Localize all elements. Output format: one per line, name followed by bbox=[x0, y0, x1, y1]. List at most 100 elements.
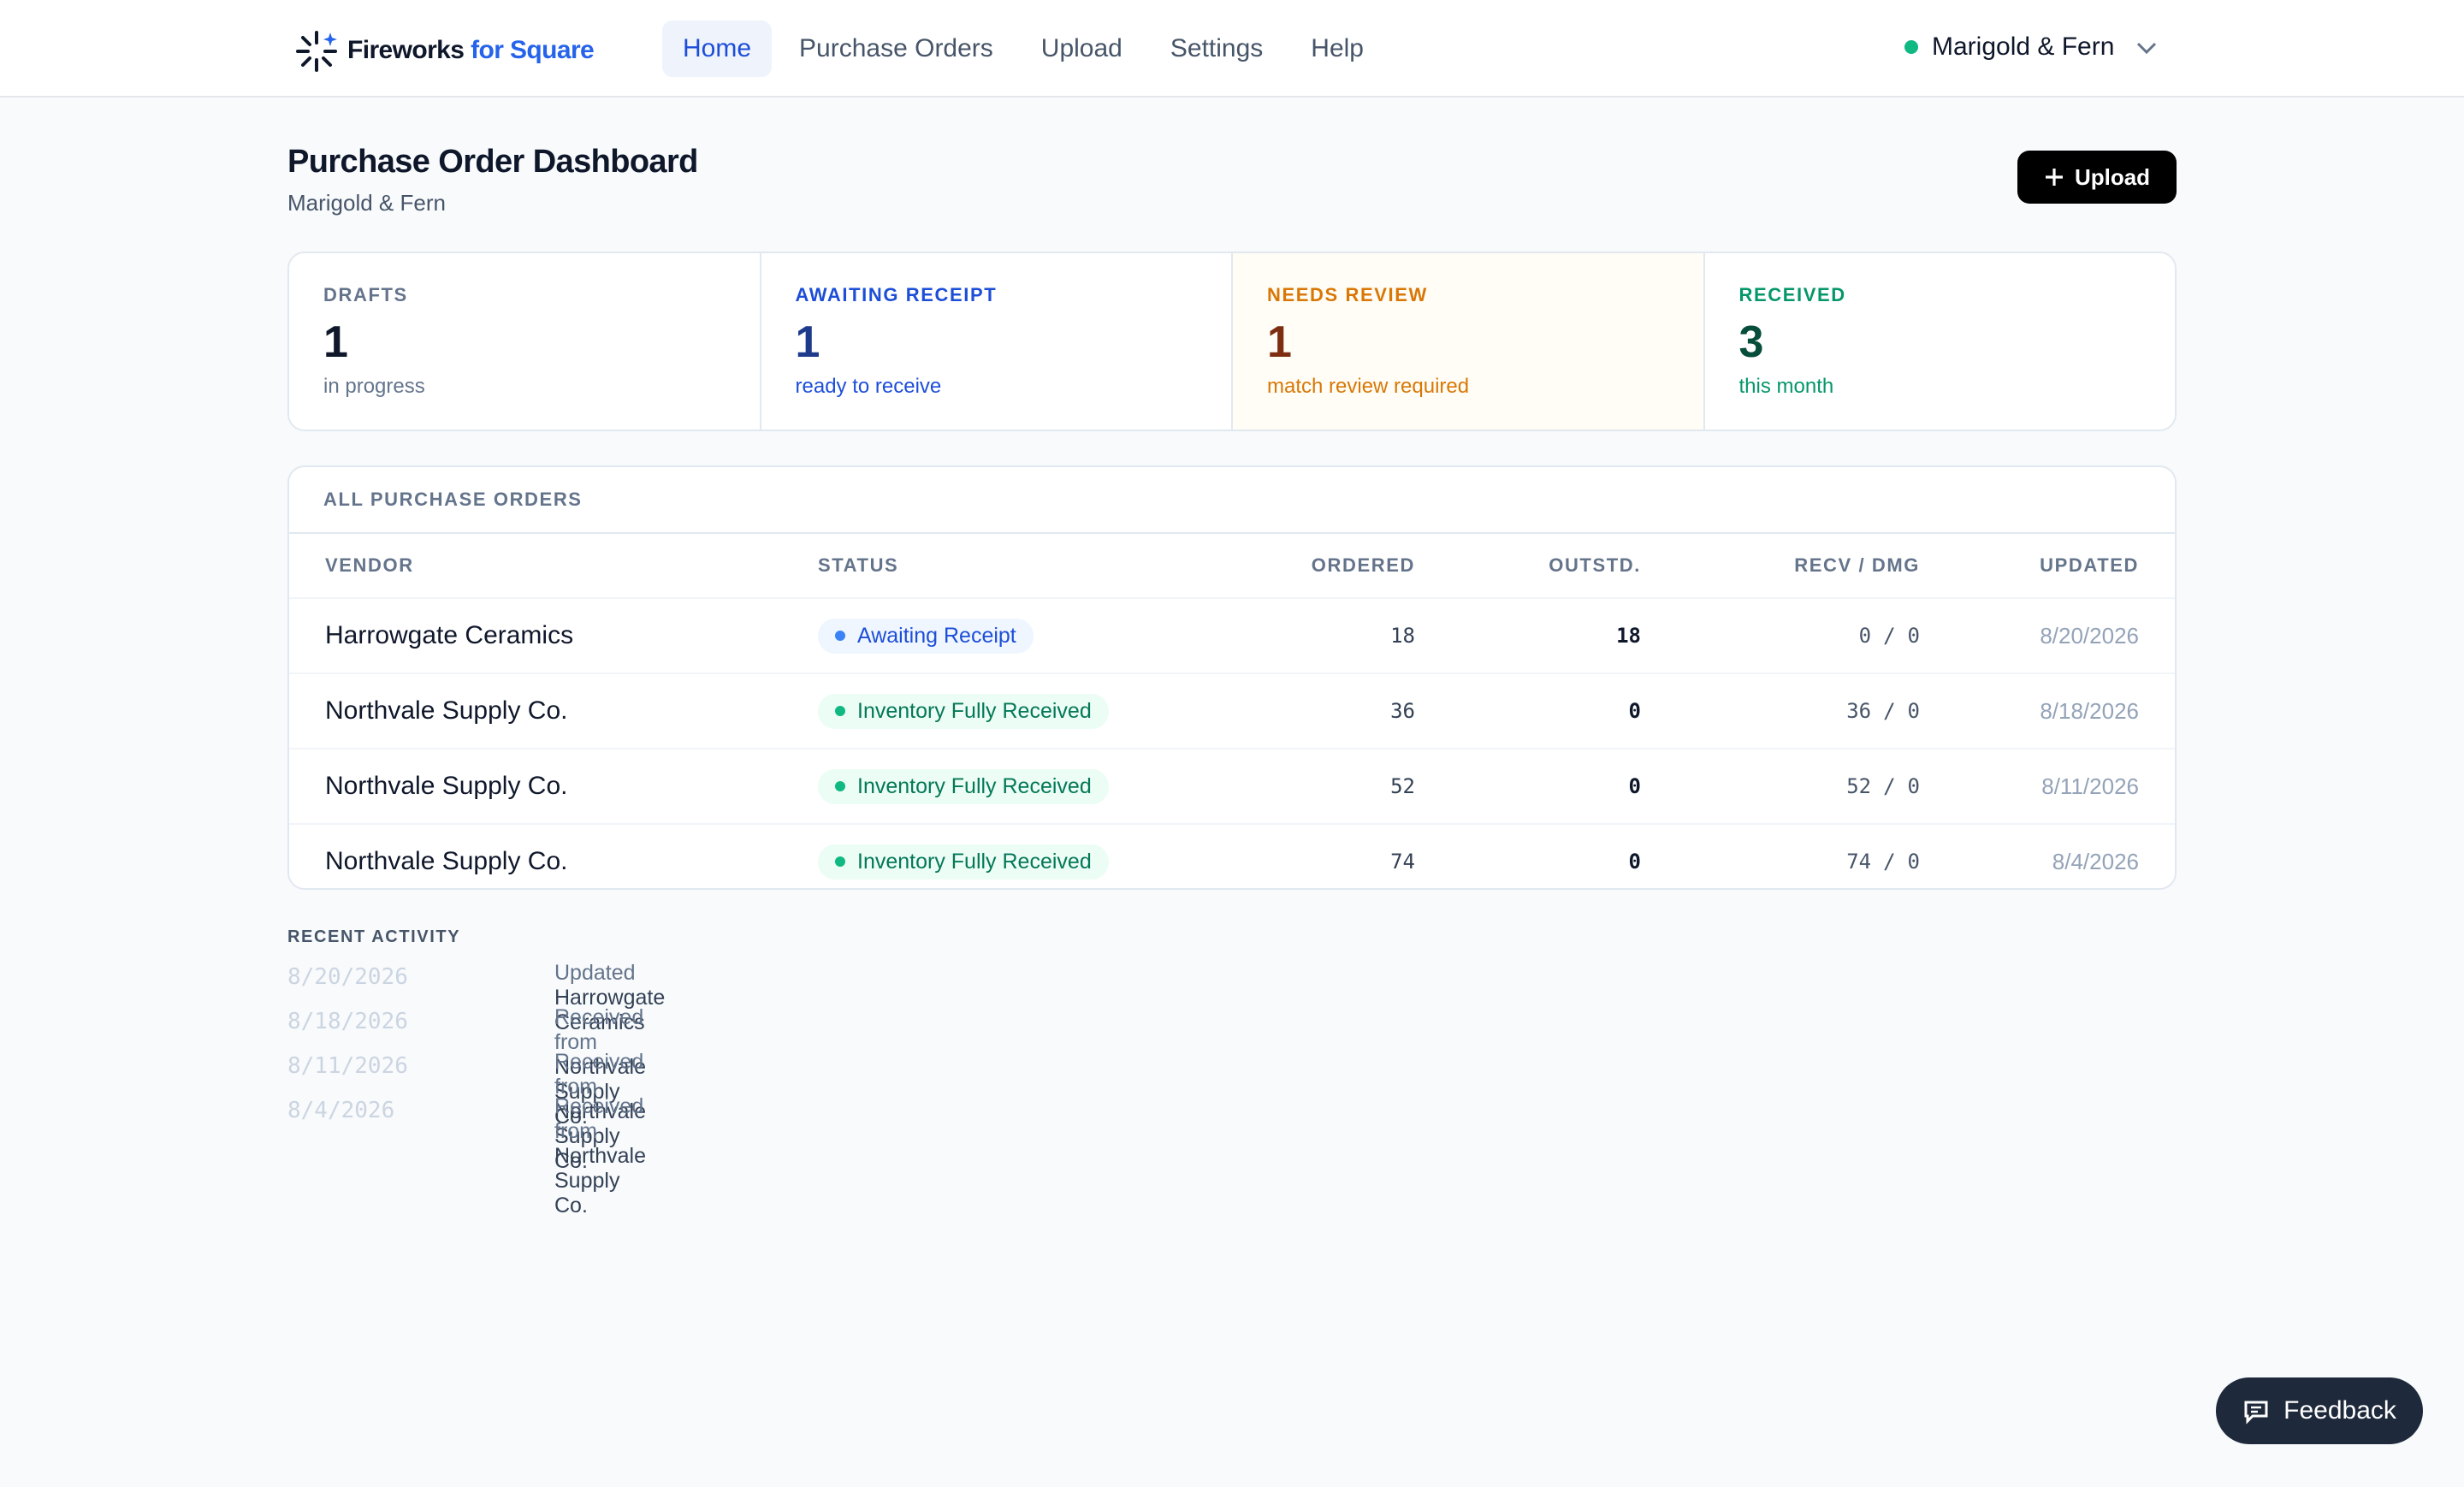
order-row[interactable]: Harrowgate Ceramics Awaiting Receipt 18 18 0… bbox=[289, 599, 2175, 674]
stat-value: 1 bbox=[795, 317, 820, 367]
separator: / bbox=[1883, 624, 1896, 648]
stat-label: NEEDS REVIEW bbox=[1267, 284, 1428, 305]
column-header: STATUS bbox=[818, 554, 899, 576]
stat-card[interactable]: RECEIVED 3 this month bbox=[1704, 253, 2175, 430]
status-dot bbox=[835, 706, 845, 716]
received: 0 bbox=[1858, 624, 1872, 648]
brand[interactable]: Fireworks for Square bbox=[293, 29, 595, 74]
outstanding: 18 bbox=[1616, 624, 1641, 648]
column-header: ORDERED bbox=[1311, 554, 1415, 576]
account-menu[interactable]: Marigold & Fern bbox=[1904, 33, 2159, 62]
status-text: Awaiting Receipt bbox=[857, 623, 1016, 648]
vendor: Northvale Supply Co. bbox=[325, 696, 568, 725]
activity-vendor: Northvale Supply Co. bbox=[554, 1055, 646, 1129]
status-dot bbox=[835, 781, 845, 791]
stat-label: AWAITING RECEIPT bbox=[795, 284, 998, 305]
order-row[interactable]: Northvale Supply Co. Inventory Fully Rece… bbox=[289, 674, 2175, 749]
updated: 8/11/2026 bbox=[2041, 773, 2139, 799]
status-dot bbox=[1904, 40, 1918, 54]
stat-cards: DRAFTS 1 in progress AWAITING RECEIPT 1 ready… bbox=[287, 252, 2177, 431]
separator: / bbox=[1883, 774, 1896, 798]
order-row[interactable]: Northvale Supply Co. Inventory Fully Rece… bbox=[289, 825, 2175, 888]
updated: 8/4/2026 bbox=[2052, 848, 2139, 874]
activity-action: Received from bbox=[554, 1094, 644, 1143]
nav-item[interactable]: Upload bbox=[1040, 34, 1122, 62]
separator: / bbox=[1883, 699, 1896, 723]
stat-value: 1 bbox=[323, 317, 348, 367]
status-text: Inventory Fully Received bbox=[857, 849, 1092, 874]
nav-item[interactable]: Help bbox=[1311, 34, 1364, 62]
damaged: 0 bbox=[1907, 774, 1920, 798]
activity-item: 8/4/2026 Received from Northvale Supply C… bbox=[287, 1094, 646, 1217]
status-pill: Inventory Fully Received bbox=[818, 768, 1109, 804]
status-pill: Inventory Fully Received bbox=[818, 844, 1109, 880]
stat-value: 3 bbox=[1738, 317, 1764, 367]
ordered: 74 bbox=[1390, 850, 1415, 874]
ordered: 52 bbox=[1390, 774, 1415, 798]
orders-table: ALL PURCHASE ORDERS VENDOR STATUS ORDERED O… bbox=[287, 465, 2177, 890]
nav-item[interactable]: Purchase Orders bbox=[799, 34, 993, 62]
stat-label: RECEIVED bbox=[1738, 284, 1846, 305]
received: 52 bbox=[1846, 774, 1872, 798]
activity-vendor: Northvale Supply Co. bbox=[554, 1099, 646, 1173]
outstanding: 0 bbox=[1628, 699, 1641, 723]
status-text: Inventory Fully Received bbox=[857, 773, 1092, 798]
damaged: 0 bbox=[1907, 699, 1920, 723]
stat-note: ready to receive bbox=[795, 375, 942, 398]
outstanding: 0 bbox=[1628, 774, 1641, 798]
activity-vendor: Northvale Supply Co. bbox=[554, 1144, 646, 1217]
damaged: 0 bbox=[1907, 850, 1920, 874]
status-dot bbox=[835, 856, 845, 867]
plus-icon bbox=[2045, 169, 2063, 186]
updated: 8/20/2026 bbox=[2040, 622, 2139, 649]
vendor: Northvale Supply Co. bbox=[325, 847, 568, 875]
stat-card[interactable]: DRAFTS 1 in progress bbox=[289, 253, 761, 430]
vendor: Northvale Supply Co. bbox=[325, 772, 568, 800]
activity-text: Received from Northvale Supply Co. bbox=[554, 1005, 646, 1129]
status-pill: Inventory Fully Received bbox=[818, 693, 1109, 729]
brand-name: Fireworks bbox=[347, 35, 465, 64]
activity-date: 8/18/2026 bbox=[287, 1009, 408, 1034]
account-name: Marigold & Fern bbox=[1932, 33, 2115, 61]
feedback-label: Feedback bbox=[2283, 1396, 2396, 1425]
column-header: RECV / DMG bbox=[1794, 554, 1920, 576]
activity-date: 8/11/2026 bbox=[287, 1053, 408, 1079]
upload-button[interactable]: Upload bbox=[2017, 151, 2177, 204]
stat-card[interactable]: NEEDS REVIEW 1 match review required bbox=[1233, 253, 1705, 430]
activity-action: Updated bbox=[554, 961, 636, 985]
activity-date: 8/4/2026 bbox=[287, 1098, 395, 1123]
activity-text: Received from Northvale Supply Co. bbox=[554, 1094, 646, 1218]
nav-item[interactable]: Settings bbox=[1170, 34, 1264, 62]
logo bbox=[296, 31, 337, 72]
status-pill: Awaiting Receipt bbox=[818, 618, 1034, 654]
updated: 8/18/2026 bbox=[2040, 697, 2139, 724]
outstanding: 0 bbox=[1628, 850, 1641, 874]
status-text: Inventory Fully Received bbox=[857, 698, 1092, 723]
ordered: 36 bbox=[1390, 699, 1415, 723]
received: 36 bbox=[1846, 699, 1872, 723]
recv-dmg: 0 / 0 bbox=[1859, 599, 1920, 672]
chevron bbox=[2137, 42, 2157, 55]
activity-action: Received from bbox=[554, 1050, 644, 1099]
stat-card[interactable]: AWAITING RECEIPT 1 ready to receive bbox=[761, 253, 1233, 430]
nav-item[interactable]: Home bbox=[662, 21, 773, 77]
stat-note: this month bbox=[1738, 375, 1834, 398]
recv-dmg: 74 / 0 bbox=[1846, 825, 1920, 888]
received: 74 bbox=[1846, 850, 1872, 874]
activity-text: Received from Northvale Supply Co. bbox=[554, 1050, 646, 1174]
status-cell: Inventory Fully Received bbox=[818, 674, 1109, 748]
activity-action: Received from bbox=[554, 1005, 644, 1054]
separator: / bbox=[1883, 850, 1896, 874]
status-cell: Awaiting Receipt bbox=[818, 599, 1034, 672]
activity-vendor: Harrowgate Ceramics bbox=[554, 986, 666, 1034]
recent-activity: RECENT ACTIVITY 8/20/2026 Updated Harrowg… bbox=[287, 927, 665, 1217]
column-header: VENDOR bbox=[325, 554, 414, 576]
order-row[interactable]: Northvale Supply Co. Inventory Fully Rece… bbox=[289, 749, 2175, 825]
ordered: 18 bbox=[1390, 624, 1415, 648]
table-header: VENDOR STATUS ORDERED OUTSTD. RECV / DMG UPDA… bbox=[289, 534, 2175, 599]
stat-note: match review required bbox=[1267, 375, 1470, 398]
feedback-button[interactable]: Feedback bbox=[2216, 1377, 2423, 1444]
stat-value: 1 bbox=[1267, 317, 1292, 367]
activity-date: 8/20/2026 bbox=[287, 964, 408, 990]
